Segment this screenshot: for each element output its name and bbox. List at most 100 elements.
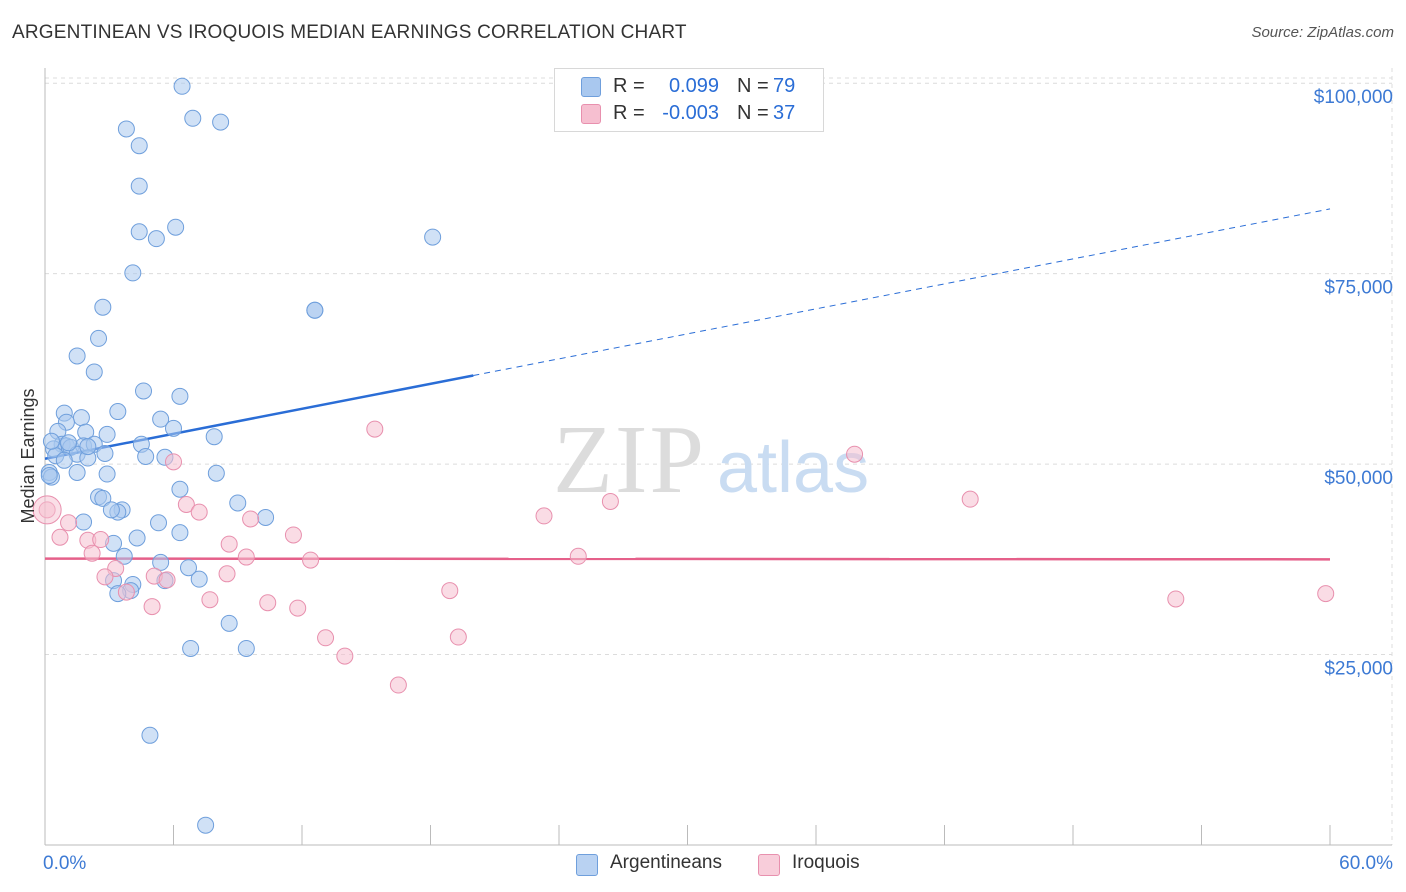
watermark: ZIP atlas: [553, 406, 869, 514]
point-iroquois: [336, 647, 354, 665]
point-iroquois: [143, 598, 161, 616]
point-iroquois: [51, 528, 69, 546]
legend-row-argentineans: R = 0.099 N = 79: [555, 73, 823, 99]
point-argentineans: [424, 228, 442, 246]
point-argentineans: [90, 329, 108, 347]
point-iroquois: [366, 420, 384, 438]
chart-title: ARGENTINEAN VS IROQUOIS MEDIAN EARNINGS …: [12, 22, 687, 43]
point-argentineans: [96, 444, 114, 462]
point-argentineans: [130, 177, 148, 195]
point-argentineans: [117, 120, 135, 138]
watermark-zip: ZIP: [553, 406, 706, 514]
watermark-atlas: atlas: [717, 428, 869, 508]
point-argentineans: [141, 726, 159, 744]
point-argentineans: [182, 639, 200, 657]
point-argentineans: [167, 218, 185, 236]
point-iroquois: [242, 510, 260, 528]
point-argentineans: [85, 363, 103, 381]
point-argentineans: [184, 109, 202, 127]
point-iroquois: [165, 453, 182, 471]
point-argentineans: [40, 467, 58, 485]
trend-line-argentineans: [44, 374, 474, 461]
point-argentineans: [205, 428, 223, 446]
point-iroquois: [117, 583, 135, 601]
point-iroquois: [449, 628, 467, 646]
point-argentineans: [79, 438, 97, 456]
point-iroquois: [302, 551, 320, 569]
point-iroquois: [569, 547, 587, 565]
data-points: [32, 77, 1335, 834]
point-argentineans: [147, 230, 165, 248]
point-iroquois: [535, 507, 553, 525]
point-iroquois-large: [32, 495, 62, 525]
point-argentineans: [165, 419, 182, 437]
point-argentineans: [68, 463, 86, 481]
point-iroquois: [190, 503, 208, 521]
point-iroquois: [389, 676, 407, 694]
point-iroquois: [218, 565, 236, 583]
point-argentineans: [102, 501, 120, 519]
point-argentineans: [229, 494, 247, 512]
y-tick-label: $25,000: [1324, 659, 1393, 680]
point-iroquois: [961, 490, 979, 508]
point-iroquois: [289, 599, 307, 617]
point-argentineans: [171, 524, 189, 542]
point-argentineans: [109, 403, 127, 421]
trend-line-projection: [473, 208, 1331, 376]
y-axis-label: Median Earnings: [18, 388, 38, 523]
point-iroquois: [846, 445, 864, 463]
x-tick-label: 60.0%: [1339, 853, 1393, 874]
point-iroquois: [601, 492, 619, 510]
correlation-legend: R = 0.099 N = 79 R = -0.003 N = 37: [554, 68, 824, 132]
point-iroquois: [177, 495, 195, 513]
point-argentineans: [72, 409, 90, 427]
trend-lines: [44, 208, 1331, 561]
legend-swatch-pink: [581, 104, 601, 124]
legend-row-iroquois: R = -0.003 N = 37: [555, 100, 823, 126]
legend-swatch-pink: [758, 854, 780, 876]
point-iroquois: [60, 514, 78, 532]
point-argentineans: [75, 513, 93, 531]
point-argentineans: [128, 529, 146, 547]
point-argentineans: [171, 480, 189, 498]
legend-r-label: R =: [613, 75, 645, 97]
point-iroquois: [1317, 585, 1335, 603]
point-argentineans: [94, 298, 112, 316]
point-argentineans: [137, 448, 155, 465]
point-iroquois: [237, 548, 255, 566]
y-tick-label: $75,000: [1324, 278, 1393, 299]
point-argentineans: [197, 816, 215, 834]
point-argentineans: [94, 489, 112, 507]
point-argentineans: [179, 559, 197, 577]
point-iroquois: [158, 571, 176, 589]
y-tick-label: $100,000: [1314, 87, 1393, 108]
legend-n-label: N =: [737, 75, 769, 97]
point-iroquois: [317, 629, 335, 647]
point-argentineans: [257, 508, 275, 526]
legend-n-label: N =: [737, 102, 769, 124]
point-iroquois: [1167, 590, 1185, 608]
point-argentineans: [152, 410, 170, 428]
grid-lines: [45, 68, 1393, 845]
point-argentineans: [207, 464, 225, 482]
point-argentineans: [171, 387, 189, 405]
legend-n-value: 79: [773, 75, 796, 97]
point-iroquois: [96, 568, 114, 586]
point-argentineans: [130, 223, 148, 241]
legend-r-label: R =: [613, 102, 645, 124]
point-argentineans: [130, 137, 148, 155]
point-iroquois: [83, 544, 101, 562]
point-iroquois: [92, 531, 110, 549]
point-argentineans: [115, 547, 133, 565]
axes: [44, 68, 1392, 846]
point-argentineans: [55, 451, 73, 469]
legend-swatch-blue: [581, 77, 601, 97]
legend-swatch-blue: [576, 854, 598, 876]
point-argentineans: [42, 432, 60, 450]
chart-source: Source: ZipAtlas.com: [1251, 24, 1394, 41]
point-argentineans: [98, 465, 116, 483]
legend-r-value: -0.003: [662, 102, 719, 124]
point-argentineans: [60, 434, 78, 452]
point-argentineans: [190, 570, 208, 588]
